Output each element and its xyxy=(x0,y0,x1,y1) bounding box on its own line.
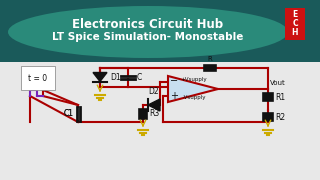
Text: R1: R1 xyxy=(275,93,285,102)
Bar xyxy=(263,93,273,101)
Bar xyxy=(139,109,147,118)
Text: C: C xyxy=(292,19,298,28)
Text: Electronics Circuit Hub: Electronics Circuit Hub xyxy=(72,17,224,30)
Text: −: − xyxy=(170,76,178,86)
Polygon shape xyxy=(148,99,160,111)
Polygon shape xyxy=(168,76,218,102)
Polygon shape xyxy=(93,73,107,82)
Bar xyxy=(285,8,305,40)
Text: R: R xyxy=(208,56,212,62)
Text: R3: R3 xyxy=(149,109,159,118)
Text: C1: C1 xyxy=(64,109,74,118)
Ellipse shape xyxy=(8,6,288,58)
Text: -Vsupply: -Vsupply xyxy=(182,94,206,100)
Bar xyxy=(263,113,273,121)
Text: Vout: Vout xyxy=(270,80,286,86)
Text: D1: D1 xyxy=(110,73,121,82)
Bar xyxy=(0,0,320,62)
Text: +: + xyxy=(170,91,178,101)
Text: H: H xyxy=(292,28,298,37)
Text: C: C xyxy=(137,73,142,82)
Text: t = 0: t = 0 xyxy=(28,73,48,82)
Text: LT Spice Simulation- Monostable: LT Spice Simulation- Monostable xyxy=(52,32,244,42)
Text: E: E xyxy=(292,10,298,19)
Text: +Vsupply: +Vsupply xyxy=(181,76,207,82)
Text: R2: R2 xyxy=(275,112,285,122)
Text: C1: C1 xyxy=(64,109,74,118)
Bar xyxy=(204,65,216,71)
Text: D2: D2 xyxy=(149,87,159,96)
